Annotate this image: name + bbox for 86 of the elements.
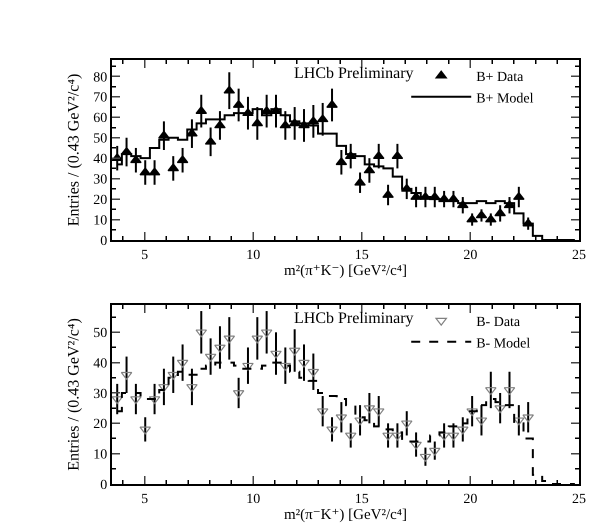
point: [288, 348, 300, 356]
point: [316, 114, 328, 122]
point: [326, 100, 338, 108]
point: [504, 387, 516, 396]
point: [232, 100, 244, 108]
x-tick-label: 5: [141, 492, 148, 507]
point: [354, 417, 366, 426]
point: [316, 408, 328, 416]
y-tick-label: 0: [100, 234, 108, 249]
point: [354, 178, 366, 186]
y-tick-label: 60: [93, 111, 108, 126]
point: [382, 432, 394, 441]
point: [476, 417, 488, 426]
point: [485, 214, 497, 222]
point: [270, 350, 282, 359]
x-tick-label: 15: [354, 492, 369, 507]
point: [148, 396, 160, 404]
point: [466, 214, 478, 222]
y-tick-label: 80: [93, 70, 108, 86]
point: [494, 208, 506, 216]
point: [186, 384, 198, 392]
y-tick-label: 50: [93, 132, 108, 147]
x-tick-label: 20: [463, 248, 478, 263]
point: [308, 116, 320, 124]
point: [364, 165, 376, 174]
y-tick-label: 30: [93, 386, 108, 402]
x-tick-label: 15: [354, 248, 369, 263]
point: [158, 130, 170, 139]
y-tick-label: 40: [93, 356, 108, 372]
legend-label: B+ Data: [476, 70, 524, 86]
point: [448, 432, 460, 441]
annotation: LHCb Preliminary: [294, 65, 414, 82]
legend-label: B- Model: [476, 336, 530, 352]
point: [476, 210, 488, 218]
point: [242, 362, 254, 371]
point: [298, 360, 310, 368]
x-tick-label: 10: [246, 248, 260, 263]
point: [204, 354, 216, 362]
y-tick-label: 20: [93, 417, 108, 432]
point: [252, 118, 264, 126]
point: [232, 390, 244, 398]
point: [158, 384, 170, 392]
x-axis-title: m²(π⁻K⁺) [GeV²/c⁴]: [284, 506, 408, 523]
point: [336, 157, 348, 166]
point: [148, 167, 160, 176]
point: [382, 190, 394, 198]
annotation: LHCb Preliminary: [294, 310, 414, 327]
y-tick-label: 40: [93, 152, 108, 168]
point: [494, 405, 506, 414]
point: [214, 344, 226, 353]
point: [336, 414, 348, 422]
point: [280, 362, 292, 371]
point: [280, 120, 292, 128]
point: [176, 155, 188, 164]
legend-label: B- Data: [476, 315, 521, 330]
y-tick-label: 10: [93, 213, 108, 228]
point: [130, 396, 142, 404]
point: [522, 414, 534, 422]
point: [120, 372, 132, 380]
point: [513, 417, 525, 426]
y-tick-label: 0: [100, 478, 108, 493]
point: [214, 120, 226, 128]
point: [204, 136, 216, 145]
y-axis-title: Entries / (0.43 GeV²/c⁴): [66, 74, 83, 226]
x-tick-label: 25: [572, 492, 586, 507]
point: [364, 405, 376, 414]
point: [260, 329, 272, 338]
legend-label: B+ Model: [476, 91, 534, 106]
point: [420, 454, 432, 462]
x-tick-label: 20: [463, 492, 478, 507]
y-tick-label: 70: [93, 90, 108, 106]
y-tick-label: 30: [93, 172, 108, 188]
y-tick-label: 20: [93, 192, 108, 208]
point: [466, 408, 478, 416]
x-axis-title: m²(π⁺K⁻) [GeV²/c⁴]: [284, 262, 408, 279]
point: [410, 442, 422, 450]
x-tick-label: 10: [246, 492, 260, 507]
x-tick-label: 25: [572, 248, 586, 263]
y-tick-label: 10: [93, 448, 108, 463]
point: [513, 192, 525, 200]
point: [485, 387, 497, 396]
y-tick-label: 50: [93, 326, 108, 342]
y-axis-title: Entries / (0.43 GeV²/c⁴): [66, 318, 83, 471]
x-tick-label: 5: [141, 248, 148, 263]
point: [308, 368, 320, 377]
point: [176, 360, 188, 368]
